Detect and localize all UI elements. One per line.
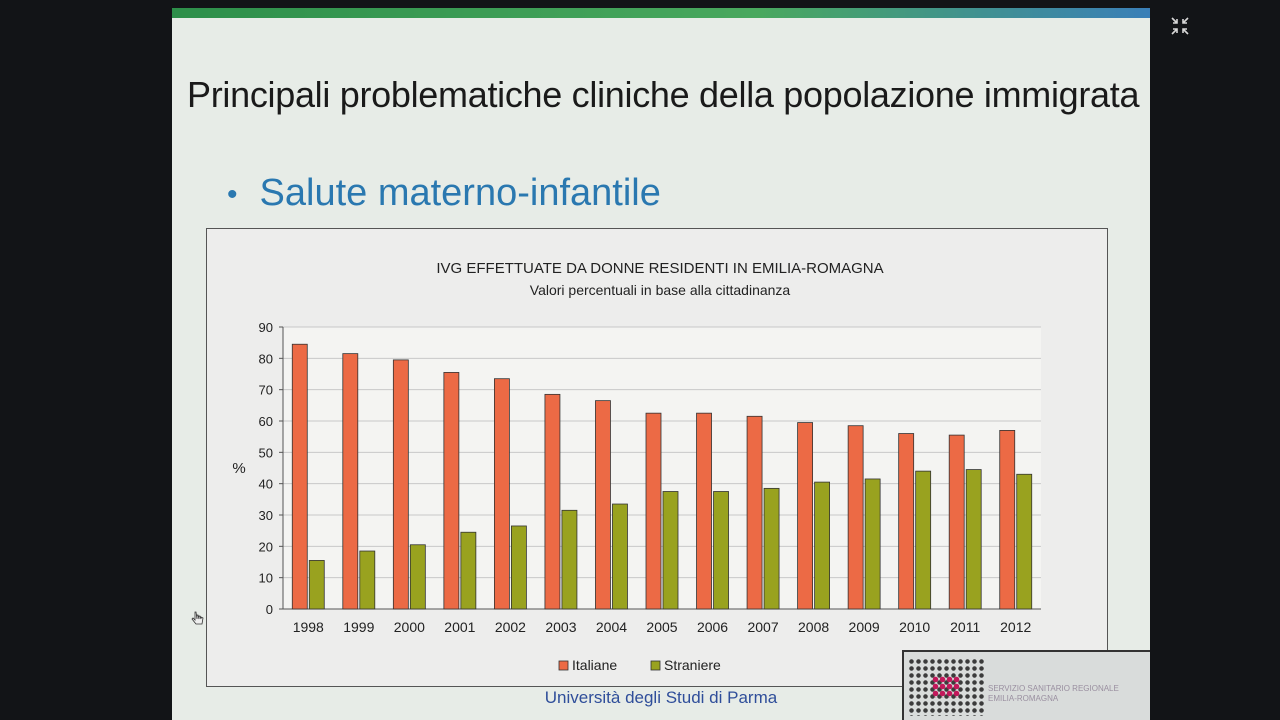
regional-health-logo: SERVIZIO SANITARIO REGIONALE EMILIA-ROMA…: [902, 650, 1150, 720]
y-tick-label: 90: [259, 320, 273, 335]
plot-area: [283, 327, 1041, 609]
bar-italiane-2007: [746, 415, 763, 610]
bar-straniere-2005: [662, 491, 679, 610]
x-tick-label: 2003: [545, 619, 576, 635]
slide-top-bar: [172, 8, 1150, 18]
bar-italiane-2000: [392, 359, 409, 610]
x-tick-label: 2011: [950, 619, 980, 635]
x-tick-label: 2001: [444, 619, 475, 635]
chart-container: IVG EFFETTUATE DA DONNE RESIDENTI IN EMI…: [206, 228, 1108, 687]
bar-straniere-2006: [713, 491, 729, 610]
y-tick-label: 10: [259, 571, 273, 586]
slide-title: Principali problematiche cliniche della …: [187, 74, 1140, 115]
bar-italiane-2004: [595, 400, 611, 610]
x-tick-label: 2007: [747, 619, 778, 635]
footer-university: Università degli Studi di Parma: [544, 688, 778, 707]
exit-fullscreen-icon[interactable]: [1168, 14, 1192, 38]
bar-italiane-2008: [797, 422, 813, 610]
bar-straniere-2010: [915, 470, 932, 610]
bar-italiane-2001: [443, 372, 460, 610]
y-tick-label: 40: [259, 477, 273, 492]
y-tick-label: 0: [266, 602, 273, 617]
bullet-item: • Salute materno-infantile: [227, 172, 661, 215]
chart-subtitle: Valori percentuali in base alla cittadin…: [530, 282, 791, 298]
x-tick-label: 2012: [1000, 619, 1031, 635]
legend-swatch-straniere: [650, 660, 661, 671]
bar-italiane-2012: [999, 429, 1016, 610]
logo-dot-accent: [932, 676, 960, 698]
bar-chart: IVG EFFETTUATE DA DONNE RESIDENTI IN EMI…: [232, 260, 1041, 673]
slide: Principali problematiche cliniche della …: [172, 8, 1150, 720]
bar-italiane-2010: [898, 433, 915, 610]
bar-italiane-1998: [291, 343, 308, 610]
y-tick-label: 60: [259, 414, 273, 429]
bar-straniere-1999: [359, 550, 376, 610]
y-tick-label: 20: [259, 539, 273, 554]
bar-straniere-2007: [763, 487, 780, 610]
x-tick-label: 1999: [343, 619, 374, 635]
hand-cursor-icon: [191, 611, 204, 625]
chart-title: IVG EFFETTUATE DA DONNE RESIDENTI IN EMI…: [436, 260, 883, 277]
legend-label-italiane: Italiane: [572, 657, 617, 673]
x-tick-label: 2008: [798, 619, 829, 635]
bar-straniere-2003: [561, 509, 578, 610]
bullet-dot-icon: •: [227, 177, 238, 211]
legend-label-straniere: Straniere: [664, 657, 721, 673]
bar-italiane-2003: [544, 393, 561, 610]
bar-italiane-2009: [847, 425, 864, 610]
x-tick-label: 2000: [394, 619, 425, 635]
bar-straniere-2002: [510, 525, 527, 610]
x-tick-label: 2009: [849, 619, 880, 635]
x-tick-label: 2006: [697, 619, 728, 635]
y-tick-label: 80: [259, 351, 273, 366]
bar-italiane-2006: [696, 412, 712, 610]
x-tick-label: 2002: [495, 619, 526, 635]
y-tick-label: 70: [259, 383, 273, 398]
bar-italiane-2005: [645, 412, 662, 610]
x-tick-label: 2004: [596, 619, 627, 635]
bar-italiane-2002: [493, 378, 510, 610]
x-tick-label: 2005: [646, 619, 677, 635]
bar-straniere-2004: [612, 503, 628, 610]
y-tick-label: 30: [259, 508, 273, 523]
x-tick-label: 2010: [899, 619, 930, 635]
y-axis-label: %: [232, 460, 245, 477]
bar-straniere-2012: [1016, 473, 1033, 610]
bar-straniere-2008: [814, 481, 830, 610]
bar-straniere-2009: [864, 478, 881, 610]
bar-straniere-1998: [308, 560, 325, 610]
legend-swatch-italiane: [558, 660, 569, 671]
bar-straniere-2011: [965, 469, 982, 610]
bar-straniere-2001: [460, 531, 477, 610]
bar-italiane-2011: [948, 434, 965, 610]
y-tick-label: 50: [259, 445, 273, 460]
logo-text: SERVIZIO SANITARIO REGIONALE EMILIA-ROMA…: [988, 684, 1119, 703]
bar-straniere-2000: [409, 544, 426, 610]
bar-italiane-1999: [342, 353, 359, 610]
bullet-text: Salute materno-infantile: [259, 172, 661, 214]
x-tick-label: 1998: [293, 619, 324, 635]
